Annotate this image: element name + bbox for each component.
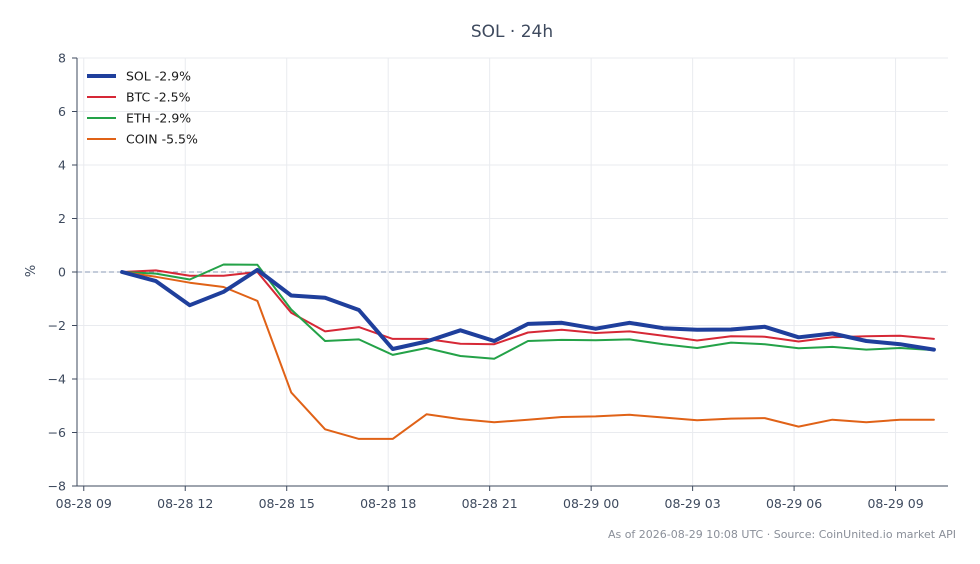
axes: −8 −6 −4 −2 0 2 4 6 8 08-28 09 08-28 12 08-28 15 08-… xyxy=(48,51,948,511)
legend-label: BTC -2.5% xyxy=(126,90,191,105)
y-tick-label: −8 xyxy=(48,479,66,494)
y-tick-label: −6 xyxy=(48,425,66,440)
chart-title: SOL · 24h xyxy=(471,22,553,42)
legend-label: SOL -2.9% xyxy=(126,69,191,84)
source-footer: As of 2026-08-29 10:08 UTC · Source: Coi… xyxy=(608,528,956,541)
y-tick-label: 6 xyxy=(58,104,66,119)
x-tick-label: 08-29 00 xyxy=(563,496,619,511)
x-tick-label: 08-28 15 xyxy=(259,496,315,511)
x-tick-label: 08-28 12 xyxy=(157,496,213,511)
y-tick-label: 2 xyxy=(58,211,66,226)
y-tick-label: 4 xyxy=(58,158,66,173)
x-tick-label: 08-29 03 xyxy=(665,496,721,511)
series-line-eth xyxy=(121,263,935,360)
series-line-sol xyxy=(120,267,936,352)
legend-label: ETH -2.9% xyxy=(126,111,191,126)
series-line-btc xyxy=(121,269,935,346)
y-tick-label: −2 xyxy=(48,318,66,333)
x-tick-label: 08-29 09 xyxy=(867,496,923,511)
x-tick-label: 08-28 09 xyxy=(56,496,112,511)
x-tick-label: 08-28 18 xyxy=(360,496,416,511)
y-axis-label: % xyxy=(24,265,39,277)
y-tick-label: 8 xyxy=(58,51,66,66)
legend-item-btc[interactable]: BTC -2.5% xyxy=(87,90,191,105)
legend-label: COIN -5.5% xyxy=(126,132,198,147)
y-tick-label: 0 xyxy=(58,265,66,280)
y-tick-label: −4 xyxy=(48,372,66,387)
legend-item-sol[interactable]: SOL -2.9% xyxy=(87,69,191,84)
legend-item-eth[interactable]: ETH -2.9% xyxy=(87,111,191,126)
x-tick-label: 08-28 21 xyxy=(462,496,518,511)
x-tick-label: 08-29 06 xyxy=(766,496,822,511)
series-line-coin xyxy=(121,271,935,440)
legend[interactable]: SOL -2.9% BTC -2.5% ETH -2.9% COIN -5.5% xyxy=(87,69,198,147)
series-lines xyxy=(120,263,936,440)
legend-item-coin[interactable]: COIN -5.5% xyxy=(87,132,198,147)
